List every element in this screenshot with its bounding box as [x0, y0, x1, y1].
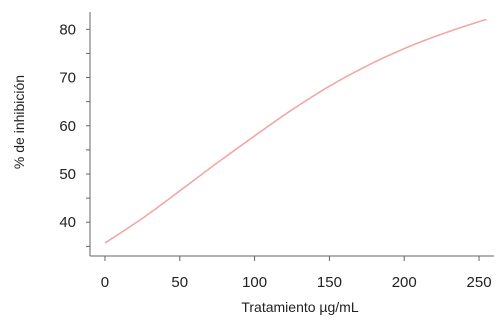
x-axis-label: Tratamiento µg/mL	[241, 299, 358, 315]
x-tick-label: 50	[171, 274, 188, 291]
y-tick-label: 70	[59, 70, 76, 87]
y-axis-label: % de inhibición	[11, 75, 27, 169]
y-tick-label: 60	[59, 118, 76, 135]
x-tick-label: 0	[101, 274, 109, 291]
y-tick-label: 50	[59, 166, 76, 183]
axes	[86, 12, 494, 261]
x-tick-label: 250	[467, 274, 492, 291]
y-tick-label: 40	[59, 214, 76, 231]
x-tick-label: 100	[242, 274, 267, 291]
series-layer	[104, 18, 487, 244]
series-line-0	[104, 18, 487, 244]
tick-labels: 40 50 60 70 80 0 50 100 150 200 250	[59, 21, 491, 291]
x-tick-label: 150	[317, 274, 342, 291]
x-tick-label: 200	[392, 274, 417, 291]
y-tick-label: 80	[59, 21, 76, 38]
